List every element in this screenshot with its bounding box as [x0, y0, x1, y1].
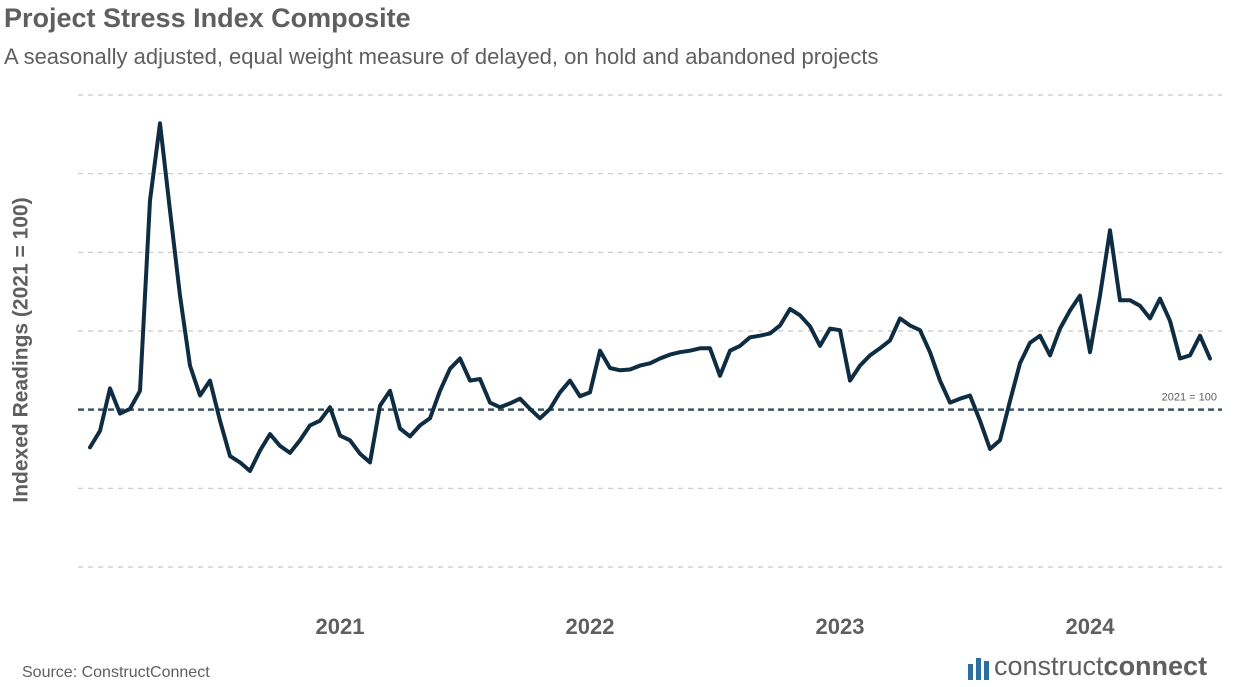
logo: constructconnect: [968, 651, 1207, 681]
chart-subtitle: A seasonally adjusted, equal weight meas…: [4, 44, 879, 69]
x-tick-label: 2023: [816, 614, 865, 639]
chart-title: Project Stress Index Composite: [4, 3, 411, 33]
logo-bold: connect: [1104, 651, 1208, 681]
logo-light: construct: [994, 651, 1104, 681]
reference-label: 2021 = 100: [1162, 392, 1217, 404]
x-tick-label: 2024: [1066, 614, 1116, 639]
logo-text: constructconnect: [994, 651, 1207, 681]
logo-icon: [984, 661, 989, 680]
x-tick-label: 2021: [316, 614, 365, 639]
source: Source: ConstructConnect: [22, 664, 210, 681]
logo-icon: [968, 664, 973, 680]
x-tick-label: 2022: [566, 614, 615, 639]
y-axis-label: Indexed Readings (2021 = 100): [10, 197, 33, 502]
series-line: [88, 121, 1212, 473]
logo-icon: [976, 658, 981, 680]
